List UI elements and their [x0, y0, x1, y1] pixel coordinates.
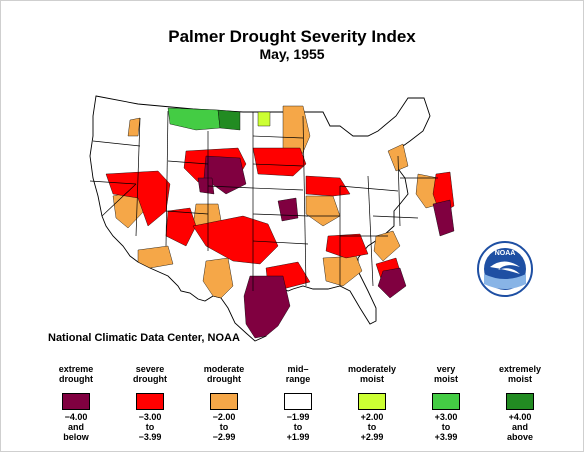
- moist-areas: [167, 107, 271, 131]
- legend-range: +4.00 and above: [506, 412, 533, 442]
- legend-label: mid– range: [285, 364, 311, 384]
- legend-swatch: [210, 393, 238, 410]
- legend-label: moderate drought: [203, 364, 245, 384]
- noaa-logo: NOAA: [477, 241, 533, 297]
- legend-range: +3.00 to +3.99: [434, 412, 458, 442]
- noaa-logo-text: NOAA: [495, 250, 516, 257]
- legend-label: severe drought: [133, 364, 167, 384]
- legend-range: −4.00 and below: [63, 412, 89, 442]
- legend-label: very moist: [433, 364, 458, 384]
- legend: extreme drought −4.00 and below severe droug…: [40, 362, 560, 442]
- legend-range: −3.00 to −3.99: [138, 412, 162, 442]
- legend-label: moderately moist: [347, 364, 397, 384]
- legend-swatch: [284, 393, 312, 410]
- noaa-logo-band: [484, 274, 526, 289]
- legend-swatch: [358, 393, 386, 410]
- noaa-bird-icon: [490, 261, 520, 274]
- state-boundaries: [89, 110, 438, 291]
- legend-item-very-moist: very moist +3.00 to +3.99: [410, 362, 482, 442]
- legend-range: −2.00 to −2.99: [212, 412, 236, 442]
- legend-label: extremely moist: [498, 364, 542, 384]
- extremely-moist-area: [217, 109, 241, 131]
- legend-swatch: [506, 393, 534, 410]
- legend-swatch: [136, 393, 164, 410]
- legend-range: +2.00 to +2.99: [360, 412, 384, 442]
- legend-swatch: [432, 393, 460, 410]
- map-title: Palmer Drought Severity Index: [168, 27, 416, 46]
- legend-item-mid-range: mid– range −1.99 to +1.99: [262, 362, 334, 442]
- legend-item-moderate-drought: moderate drought −2.00 to −2.99: [188, 362, 260, 442]
- extreme-drought-areas: [197, 155, 455, 339]
- credit-text: National Climatic Data Center, NOAA: [48, 332, 240, 344]
- very-moist-area: [167, 107, 221, 131]
- legend-label: extreme drought: [58, 364, 94, 384]
- legend-swatch: [62, 393, 90, 410]
- legend-item-extreme-drought: extreme drought −4.00 and below: [40, 362, 112, 442]
- legend-range: −1.99 to +1.99: [286, 412, 310, 442]
- legend-item-severe-drought: severe drought −3.00 to −3.99: [114, 362, 186, 442]
- legend-item-extremely-moist: extremely moist +4.00 and above: [484, 362, 556, 442]
- us-drought-map: [89, 95, 455, 342]
- map-subtitle: May, 1955: [259, 46, 325, 62]
- moderately-moist-area: [257, 111, 271, 127]
- legend-item-moderately-moist: moderately moist +2.00 to +2.99: [336, 362, 408, 442]
